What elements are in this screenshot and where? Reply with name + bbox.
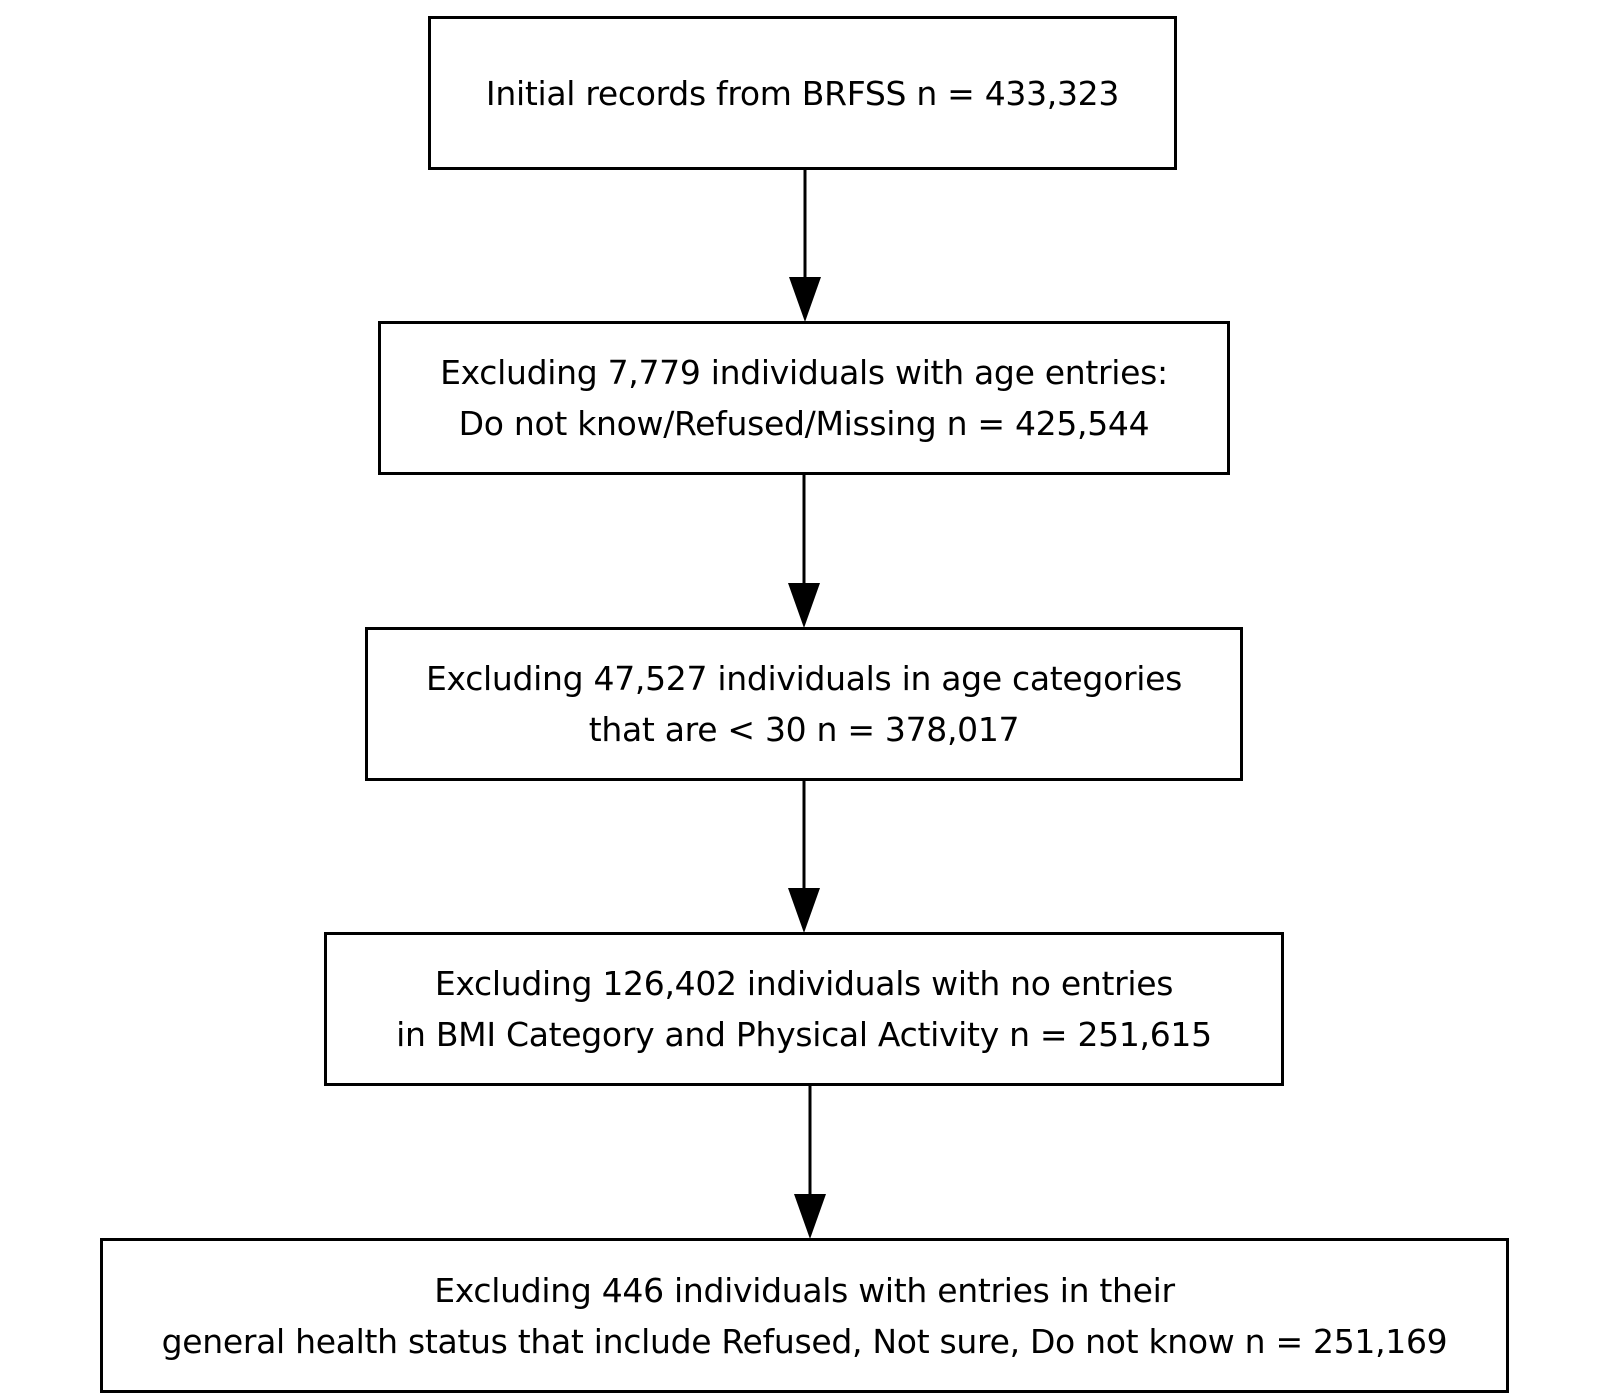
flow-step-initial-records: Initial records from BRFSS n = 433,323 bbox=[428, 16, 1177, 170]
step-1-line-1: Initial records from BRFSS n = 433,323 bbox=[485, 73, 1120, 113]
step-4-line-2: in BMI Category and Physical Activity n … bbox=[396, 1015, 1212, 1054]
arrow-step-3-to-4 bbox=[788, 781, 820, 933]
step-2-line-2: Do not know/Refused/Missing n = 425,544 bbox=[458, 404, 1150, 443]
flow-step-exclude-general-health: Excluding 446 individuals with entries i… bbox=[100, 1238, 1509, 1393]
arrow-step-4-to-5 bbox=[794, 1086, 826, 1239]
step-3-line-2: that are < 30 n = 378,017 bbox=[588, 710, 1020, 749]
step-5-line-1: Excluding 446 individuals with entries i… bbox=[434, 1270, 1175, 1310]
flow-step-exclude-age-under-30: Excluding 47,527 individuals in age cate… bbox=[365, 627, 1243, 781]
arrow-step-2-to-3 bbox=[788, 475, 820, 628]
step-3-line-1: Excluding 47,527 individuals in age cate… bbox=[426, 659, 1182, 698]
step-4-line-1: Excluding 126,402 individuals with no en… bbox=[434, 964, 1174, 1003]
step-2-line-1: Excluding 7,779 individuals with age ent… bbox=[440, 353, 1168, 392]
step-5-line-2: general health status that include Refus… bbox=[161, 1321, 1448, 1361]
flow-step-exclude-bmi-activity: Excluding 126,402 individuals with no en… bbox=[324, 932, 1284, 1086]
arrow-step-1-to-2 bbox=[789, 170, 821, 322]
flow-step-exclude-age-entries: Excluding 7,779 individuals with age ent… bbox=[378, 321, 1230, 475]
